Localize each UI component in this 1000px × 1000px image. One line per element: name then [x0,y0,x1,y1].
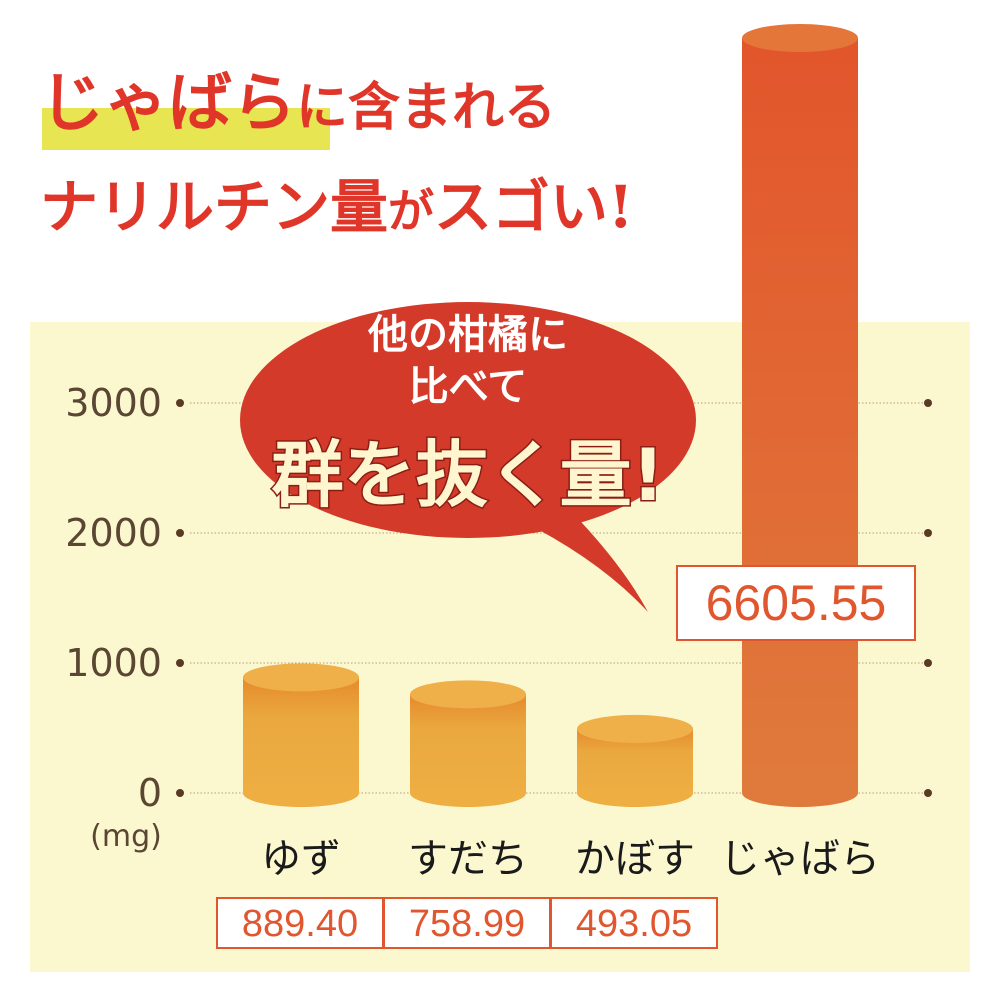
category-label: ゆず [261,836,341,882]
tick-dot [924,789,932,797]
bar-1 [243,663,359,807]
bar-3 [577,714,693,807]
y-tick-label: 3000 [65,381,162,425]
bar-top [243,663,359,692]
y-tick-label: 0 [138,771,162,815]
y-tick-label: 2000 [65,511,162,555]
value-label-box [383,897,551,949]
bar-body [742,38,858,793]
value-label: 6605.55 [706,575,887,631]
tick-dot [924,529,932,537]
title-line1-rest: に含まれる [296,77,557,138]
category-label: じゃばら [720,836,880,882]
value-label-box [676,565,916,641]
y-axis-unit: (mg) [90,819,162,854]
value-label: 493.05 [576,903,692,945]
value-label: 889.40 [242,903,358,945]
tick-dot [924,659,932,667]
bubble-line-2: 比べて [409,364,527,410]
bar-top [742,24,858,52]
title-line-2: ナリルチン量がスゴい! [40,160,633,244]
tick-dot [176,399,184,407]
title-line2-small: が [388,184,435,238]
title-highlight [42,108,330,150]
title-highlight-text: じゃばら [40,66,296,141]
speech-bubble: 他の柑橘に 比べて 群を抜く量! [240,302,696,612]
bar-top [577,714,693,743]
tick-dot [176,659,184,667]
bar-body [410,694,526,793]
value-label-box [216,897,384,949]
category-label: かぼす [575,836,695,882]
tick-dot [924,399,932,407]
bar-4 [742,24,858,807]
title-line-1: じゃばらに含まれる [40,52,556,144]
category-label: すだち [408,836,528,882]
value-label-box [550,897,718,949]
bar-2 [410,680,526,807]
value-label: 758.99 [409,903,525,945]
bubble-line-3: 群を抜く量! [272,433,665,517]
title-line2-end: スゴい! [434,173,634,241]
bar-top [410,680,526,709]
bar-body [243,677,359,793]
y-tick-label: 1000 [65,641,162,685]
bubble-line-1: 他の柑橘に [367,312,568,358]
tick-dot [176,789,184,797]
title-line2-main: ナリルチン量 [40,173,389,241]
tick-dot [176,529,184,537]
